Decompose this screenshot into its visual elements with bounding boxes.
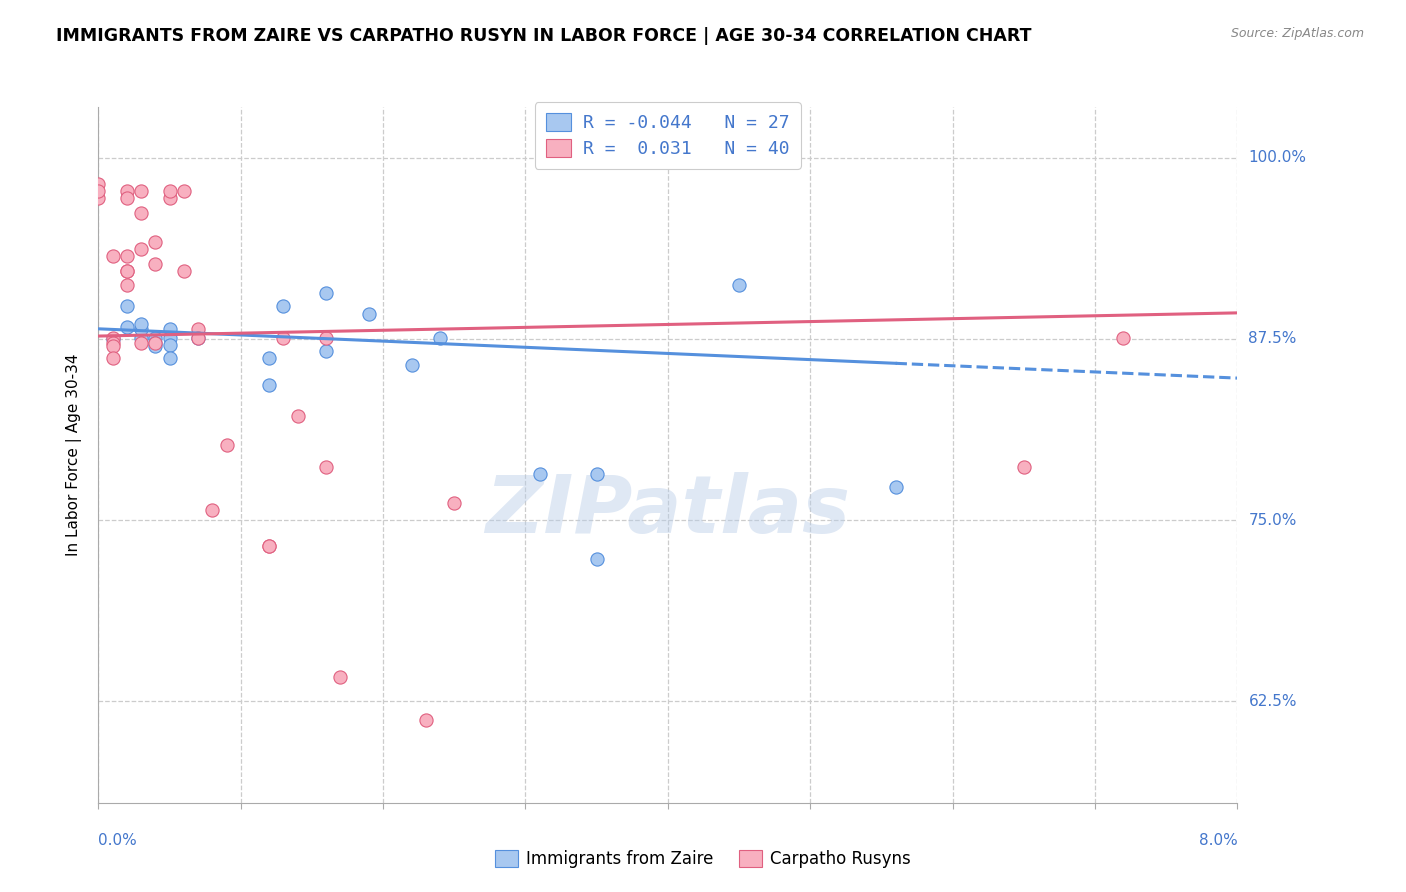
Point (259, 539, 281, 553)
Text: 0.0%: 0.0% (98, 833, 138, 848)
Point (443, 496, 465, 510)
Text: 100.0%: 100.0% (1249, 150, 1306, 165)
Point (129, 336, 152, 351)
Point (145, 256, 167, 270)
Point (115, 184, 138, 198)
Point (159, 322, 181, 336)
Point (329, 670, 352, 684)
Point (129, 330, 152, 344)
Point (129, 184, 152, 198)
Point (728, 278, 751, 293)
Point (315, 343, 337, 358)
Point (101, 339, 124, 353)
Point (315, 330, 337, 344)
Point (315, 459, 337, 474)
Point (115, 320, 138, 334)
Point (429, 330, 451, 344)
Point (87, 191, 110, 205)
Point (173, 184, 195, 198)
Point (884, 480, 907, 494)
Point (145, 336, 167, 351)
Point (145, 330, 167, 344)
Point (145, 235, 167, 249)
Point (129, 206, 152, 220)
Text: 87.5%: 87.5% (1249, 332, 1296, 346)
Point (273, 330, 295, 344)
Point (259, 378, 281, 392)
Text: IMMIGRANTS FROM ZAIRE VS CARPATHO RUSYN IN LABOR FORCE | AGE 30-34 CORRELATION C: IMMIGRANTS FROM ZAIRE VS CARPATHO RUSYN … (56, 27, 1032, 45)
Point (357, 307, 380, 321)
Point (187, 322, 209, 336)
Text: 62.5%: 62.5% (1249, 694, 1296, 709)
Point (115, 249, 138, 263)
Point (101, 336, 124, 351)
Point (129, 322, 152, 336)
Point (101, 332, 124, 346)
Point (115, 191, 138, 205)
Legend: R = -0.044   N = 27, R =  0.031   N = 40: R = -0.044 N = 27, R = 0.031 N = 40 (534, 103, 801, 169)
Point (401, 358, 423, 372)
Point (87, 184, 110, 198)
Point (187, 330, 209, 344)
Point (187, 330, 209, 344)
Text: ZIPatlas: ZIPatlas (485, 472, 851, 549)
Point (215, 438, 238, 452)
Y-axis label: In Labor Force | Age 30-34: In Labor Force | Age 30-34 (66, 353, 83, 557)
Point (101, 330, 124, 344)
Point (101, 249, 124, 263)
Point (273, 299, 295, 313)
Point (259, 351, 281, 365)
Point (115, 299, 138, 313)
Point (259, 539, 281, 553)
Point (87, 177, 110, 191)
Point (315, 285, 337, 300)
Text: Source: ZipAtlas.com: Source: ZipAtlas.com (1230, 27, 1364, 40)
Point (159, 191, 181, 205)
Point (529, 467, 551, 481)
Point (101, 351, 124, 365)
Text: 8.0%: 8.0% (1198, 833, 1237, 848)
Point (1012, 459, 1035, 474)
Point (145, 336, 167, 351)
Point (159, 337, 181, 351)
Point (201, 503, 224, 517)
Point (585, 552, 607, 566)
Point (159, 351, 181, 365)
Point (159, 330, 181, 344)
Point (159, 184, 181, 198)
Point (115, 278, 138, 293)
Point (585, 467, 607, 481)
Text: 75.0%: 75.0% (1249, 513, 1296, 528)
Point (1112, 330, 1135, 344)
Point (415, 713, 437, 727)
Point (173, 264, 195, 278)
Point (145, 339, 167, 353)
Point (129, 318, 152, 332)
Point (129, 242, 152, 256)
Point (287, 409, 309, 423)
Point (115, 264, 138, 278)
Legend: Immigrants from Zaire, Carpatho Rusyns: Immigrants from Zaire, Carpatho Rusyns (488, 843, 918, 875)
Point (115, 264, 138, 278)
